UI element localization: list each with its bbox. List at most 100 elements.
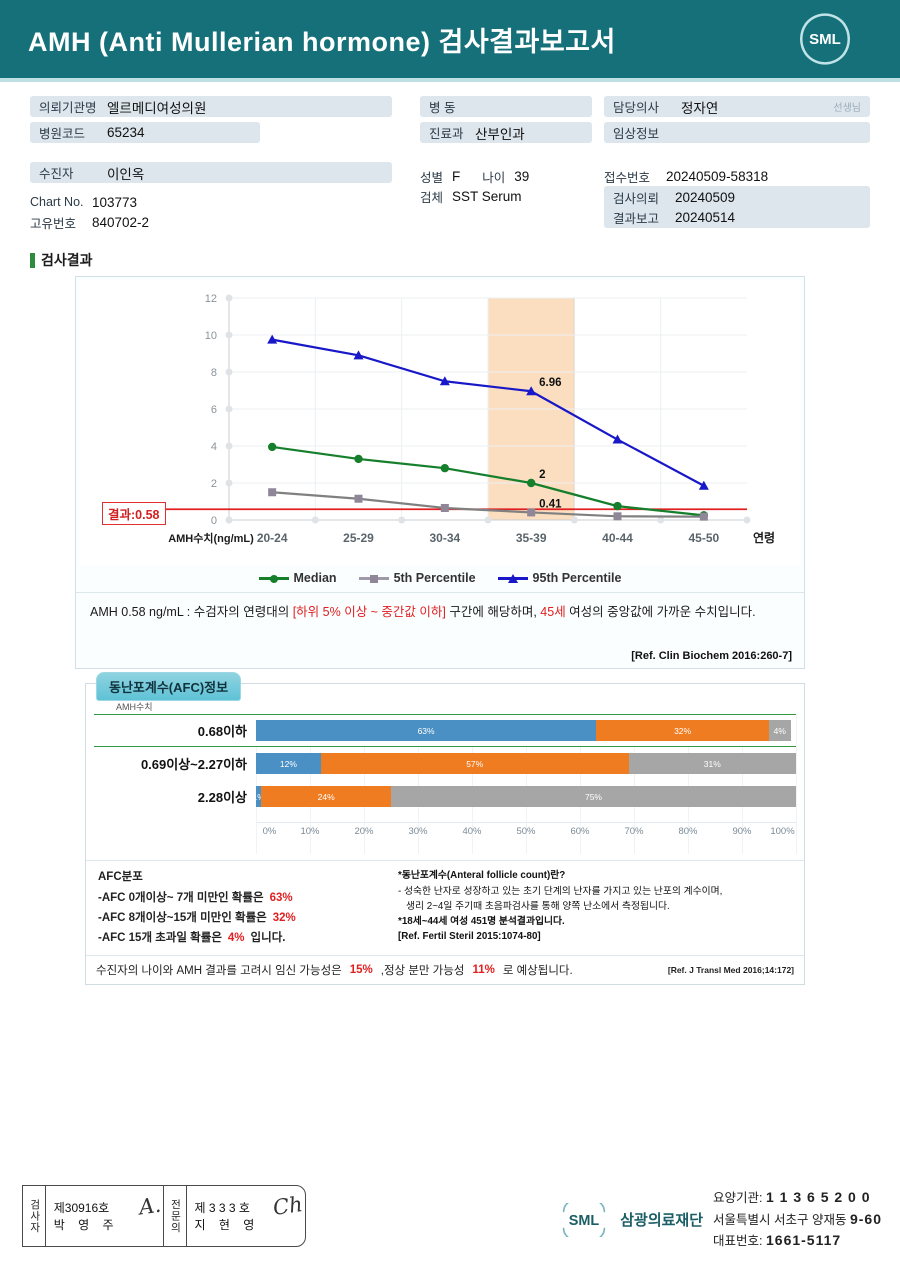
legend-item-p5: 5th Percentile: [358, 571, 476, 585]
receipt-no-label: 접수번호: [604, 170, 651, 185]
address-label: 서울특별시 서초구 양재동: [713, 1212, 847, 1227]
svg-text:6: 6: [211, 404, 217, 416]
svg-text:6.96: 6.96: [539, 377, 561, 389]
test-dates-group: 검사의뢰 20240509 결과보고 20240514: [604, 186, 870, 228]
sml-footer-logo-icon: SML: [562, 1202, 606, 1237]
afc-bar-segment: 1%: [256, 786, 262, 808]
test-requested-label: 검사의뢰: [613, 191, 660, 206]
afc-item-text: -AFC 15개 초과일 확률은: [98, 931, 222, 944]
svg-text:40-44: 40-44: [602, 531, 633, 545]
doctor-field: 담당의사 정자연 선생님: [604, 96, 870, 117]
institution-label: 의뢰기관명: [39, 101, 97, 115]
svg-text:20-24: 20-24: [257, 531, 288, 545]
unique-no-value: 840702-2: [92, 214, 150, 230]
provider-number: 1 1 3 6 5 2 0 0: [766, 1189, 871, 1205]
dates-info: 접수번호 20240509-58318 검사의뢰 20240509 결과보고 2…: [604, 166, 870, 228]
afc-bar-track: 63% 32% 4%: [256, 720, 796, 742]
footer-org-block: SML 삼광의료재단 요양기관: 1 1 3 6 5 2 0 0 서울특별시 서…: [558, 1187, 882, 1252]
svg-text:SML: SML: [809, 31, 841, 48]
svg-text:2: 2: [211, 478, 217, 490]
afc-item-pct: 32%: [272, 911, 296, 924]
legend-item-median: Median: [258, 571, 337, 585]
afc-row: 2.28이상 1%24%75%: [94, 780, 796, 813]
test-requested-row: 검사의뢰 20240509: [613, 187, 861, 207]
patient-field: 수진자 이인옥: [30, 162, 392, 183]
svg-text:25-29: 25-29: [343, 531, 374, 545]
svg-text:8: 8: [211, 367, 217, 379]
afc-bar-segment: 4%: [768, 720, 791, 742]
afc-row-label: 0.69이상~2.27이하: [140, 757, 247, 773]
unique-no-label: 고유번호: [30, 216, 77, 231]
afc-x-tick: 80%: [678, 826, 698, 838]
afc-bar-segment: 32%: [596, 720, 769, 742]
department-field: 진료과 산부인과: [420, 122, 592, 143]
afc-bar-segment: 12%: [256, 753, 321, 775]
median-marker-icon: [258, 572, 289, 584]
svg-text:35-39: 35-39: [516, 531, 547, 545]
tester-role-label: 검사자: [23, 1186, 46, 1246]
afc-x-tick: 20%: [354, 826, 374, 838]
hospital-code-label: 병원코드: [39, 127, 86, 141]
doctor-value: 정자연: [681, 100, 719, 116]
afc-note-line2: 생리 2~4일 주기때 초음파검사를 통해 양쪽 난소에서 측정됩니다.: [406, 900, 670, 912]
afc-x-tick: 50%: [516, 826, 536, 838]
svg-text:10: 10: [205, 330, 217, 342]
p5-marker-icon: [358, 572, 389, 584]
afc-distribution-title: AFC분포: [98, 871, 143, 884]
chart-no-label: Chart No.: [30, 195, 84, 209]
pregnancy-probability-line: 수진자의 나이와 AMH 결과를 고려시 임신 가능성은 15% ,정상 분만 …: [86, 955, 804, 984]
interpretation-text: AMH 0.58 ng/mL : 수검자의 연령대의 [하위 5% 이상 ~ 중…: [76, 593, 804, 668]
afc-bar-segment: 31%: [628, 753, 796, 775]
svg-text:12: 12: [205, 293, 217, 305]
tester-signature-cell: 제30916호 박 영 주 A.: [46, 1186, 164, 1246]
tel-row: 대표번호: 1661-5117: [713, 1230, 882, 1252]
ward-label: 병 동: [429, 101, 456, 115]
age-value: 39: [514, 168, 530, 184]
hospital-code-value: 65234: [107, 125, 145, 140]
afc-note-line1: - 성숙한 난자로 성장하고 있는 초기 단계의 난자를 가지고 있는 난포의 …: [398, 885, 723, 897]
afc-row: 0.69이상~2.27이하 12% 57% 31%: [94, 747, 796, 780]
section-accent-bar: [30, 252, 35, 268]
interp-age: 45세: [540, 605, 566, 619]
afc-note: *동난포계수(Anteral follicle count)란? - 성숙한 난…: [398, 868, 792, 948]
afc-x-tick: 30%: [408, 826, 428, 838]
tester-license: 제30916호: [53, 1201, 110, 1215]
result-section-title: 검사결과: [30, 250, 900, 270]
legend-label-p5: 5th Percentile: [393, 571, 476, 585]
svg-text:45-50: 45-50: [688, 531, 719, 545]
page-footer: 검사자 제30916호 박 영 주 A. 전문의 제 3 3 3 호 지 현 영…: [0, 1181, 900, 1271]
header-divider: [0, 78, 900, 82]
afc-bar-track: 12% 57% 31%: [256, 753, 796, 775]
legend-label-p95: 95th Percentile: [532, 571, 622, 585]
provider-label: 요양기관:: [713, 1191, 763, 1205]
test-requested-value: 20240509: [675, 189, 736, 205]
afc-distribution-items: -AFC 0개이상~ 7개 미만인 확률은 63% -AFC 8개이상~15개 미만…: [98, 889, 398, 948]
address-row: 서울특별시 서초구 양재동 9-60: [713, 1209, 882, 1231]
institution-value: 엘르메디여성의원: [107, 100, 207, 116]
svg-text:2: 2: [539, 469, 545, 481]
afc-row-label: 2.28이상: [197, 790, 247, 806]
interp-suffix: 여성의 중앙값에 가까운 수치입니다.: [565, 605, 756, 619]
org-name: 삼광의료재단: [620, 1212, 704, 1230]
result-reported-row: 결과보고 20240514: [613, 207, 861, 227]
interp-middle: 구간에 해당하며,: [445, 605, 541, 619]
afc-axis-label: AMH수치: [116, 702, 153, 713]
chart-no-value: 103773: [92, 194, 138, 210]
sex-label: 성별: [420, 170, 444, 185]
chart-no-row: Chart No. 103773: [30, 192, 392, 212]
patient-value: 이인옥: [107, 166, 145, 182]
amh-result-panel: 결과:0.58 0 2 4 6 8 10 12 6.96 2 0.41 20-24 25-29 30-3…: [75, 276, 805, 670]
svg-text:0.41: 0.41: [539, 498, 562, 510]
afc-x-tick: 70%: [624, 826, 644, 838]
afc-x-tick: 100%: [770, 826, 795, 838]
legend-label-median: Median: [293, 571, 337, 585]
afc-item-text: -AFC 0개이상~ 7개 미만인 확률은: [98, 892, 264, 905]
p95-marker-icon: [497, 572, 528, 584]
clinical-info-label: 임상정보: [613, 127, 660, 141]
afc-x-tick: 60%: [570, 826, 590, 838]
specimen-info: 성별 F 나이 39 검체 SST Serum: [420, 166, 592, 206]
afc-bar-chart: AMH수치 0.68이하 63% 32% 4% 0.69이상~2.27이하 12% 57% 3…: [94, 702, 797, 855]
afc-gridline: [796, 714, 797, 855]
doctor-suffix: 선생님: [833, 103, 861, 114]
afc-bar-segment: 24%: [261, 786, 391, 808]
